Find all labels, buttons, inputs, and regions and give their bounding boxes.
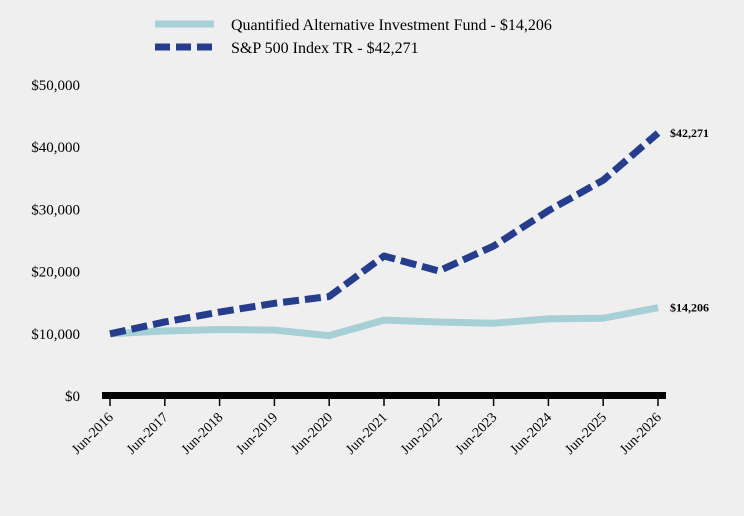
y-tick-label: $40,000 (31, 140, 80, 156)
x-tick-label: Jun-2020 (289, 410, 336, 457)
x-tick-label: Jun-2018 (179, 410, 226, 457)
y-tick-label: $30,000 (31, 202, 80, 218)
end-value-label: $14,206 (670, 301, 709, 315)
x-tick-label: Jun-2023 (453, 410, 500, 457)
x-tick-label: Jun-2019 (234, 410, 281, 457)
x-tick-label: Jun-2025 (563, 410, 610, 457)
x-tick-label: Jun-2021 (343, 410, 390, 457)
series-layer (109, 130, 661, 340)
x-tick-label: Jun-2024 (508, 410, 555, 457)
x-axis: Jun-2016 Jun-2017 Jun-2018 Jun-2019 Jun-2020… (69, 392, 666, 458)
x-tick-label: Jun-2017 (124, 410, 171, 457)
x-tick-label: Jun-2022 (398, 410, 445, 457)
y-axis: $0 $10,000 $20,000 $30,000 $40,000 $50,000 (31, 78, 80, 405)
y-tick-label: $50,000 (31, 78, 80, 94)
legend-label-sp500: S&P 500 Index TR - $42,271 (231, 40, 419, 57)
y-tick-label: $0 (65, 389, 80, 405)
legend: Quantified Alternative Investment Fund -… (155, 17, 552, 57)
series-line-sp500 (109, 130, 661, 338)
x-axis-line (102, 392, 666, 399)
x-tick-label: Jun-2016 (69, 410, 116, 457)
series-line-fund (109, 304, 659, 340)
end-value-label: $42,271 (670, 126, 709, 140)
end-labels: $14,206 $42,271 (670, 126, 709, 315)
legend-label-fund: Quantified Alternative Investment Fund -… (231, 17, 552, 34)
y-tick-label: $10,000 (31, 327, 80, 343)
y-tick-label: $20,000 (31, 265, 80, 281)
x-tick-label: Jun-2026 (617, 410, 664, 457)
